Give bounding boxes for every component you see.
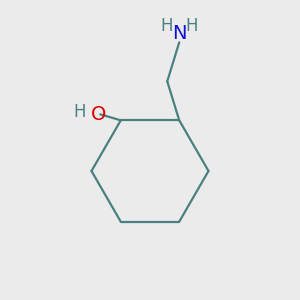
Text: H: H [73,103,86,121]
Text: H: H [186,17,198,35]
Text: N: N [172,24,187,43]
Text: O: O [91,105,106,124]
Text: H: H [160,17,173,35]
